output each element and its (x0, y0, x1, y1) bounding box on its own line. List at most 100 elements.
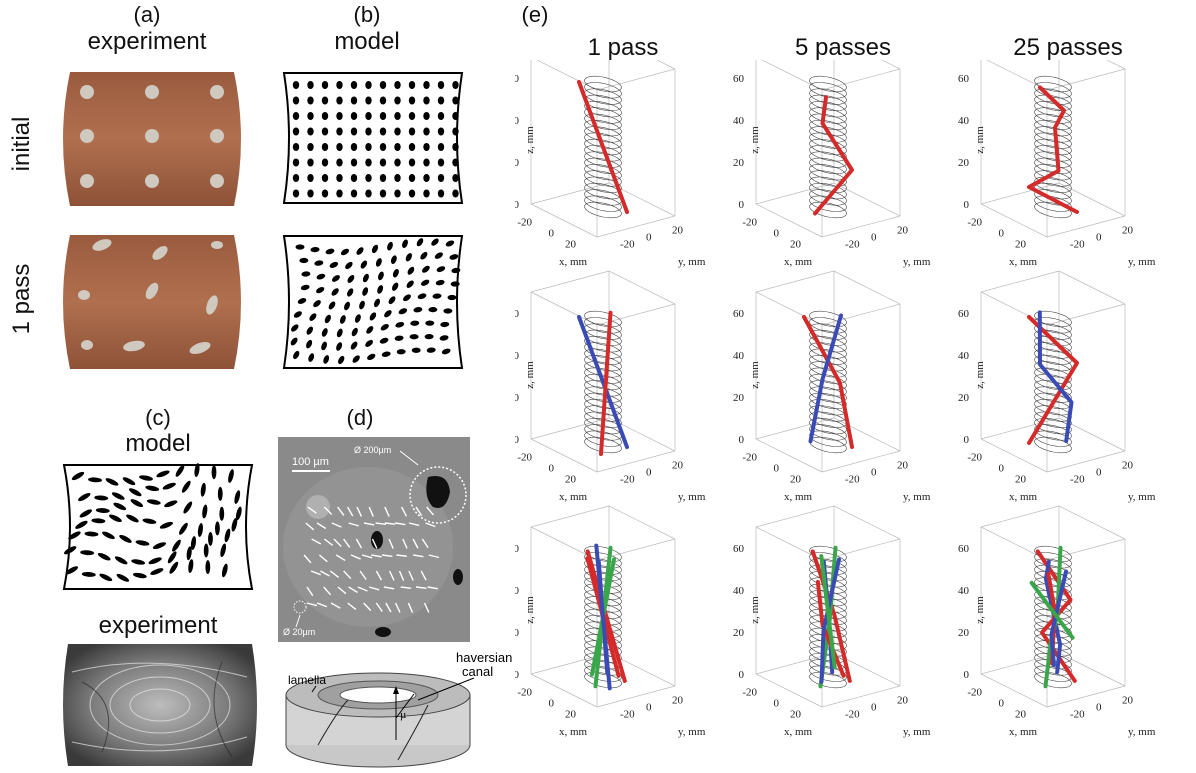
z-tick-label: 20 (733, 157, 745, 169)
fiber-arrow (402, 538, 408, 549)
grid-dot (321, 328, 328, 337)
streak-mark (162, 482, 176, 490)
streak-mark (224, 528, 231, 543)
grid-dot (336, 342, 343, 351)
grid-dot (365, 96, 372, 105)
streak-mark (203, 543, 209, 558)
x-tick-label: 0 (999, 698, 1005, 710)
grid-dot (377, 285, 384, 294)
trajectory-red (810, 549, 852, 683)
grid-dot (408, 158, 416, 167)
y-tick-label: 0 (1096, 232, 1102, 244)
grid-dot (307, 96, 314, 105)
y-tick-label: 0 (1096, 467, 1102, 479)
trajectory-blue (808, 313, 843, 444)
y-tick-label: 20 (897, 695, 909, 707)
z-tick-label: 60 (515, 308, 520, 320)
y-tick-label: 0 (646, 232, 652, 244)
x-axis-label: x, mm (1009, 726, 1038, 738)
grid-dot (392, 282, 399, 291)
y-tick-label: 20 (897, 460, 909, 472)
fiber-arrow (415, 506, 423, 517)
grid-dot (307, 174, 314, 182)
z-axis-label: z, mm (524, 126, 536, 154)
x-tick-label: 0 (774, 228, 780, 240)
mu-label: µ (400, 709, 406, 721)
grid-dot (406, 280, 414, 288)
z-axis-label: z, mm (749, 596, 761, 624)
streak-mark (97, 552, 111, 561)
grid-dot (436, 266, 446, 273)
z-tick-label: 20 (733, 392, 745, 404)
x-tick-label: 0 (549, 228, 555, 240)
grid-dot (306, 339, 313, 349)
x-tick-label: 20 (790, 709, 802, 721)
streak-mark (131, 559, 146, 565)
streak-mark (188, 559, 194, 573)
streak-mark (94, 495, 109, 501)
grid-dot (323, 355, 330, 364)
fiber-arrow (423, 602, 430, 613)
streak-mark (172, 539, 181, 552)
z-tick-label: 40 (515, 115, 520, 127)
streak-mark (190, 536, 197, 550)
grid-dot (408, 81, 416, 89)
grid-dot (452, 158, 459, 167)
x-tick-label: -20 (742, 687, 757, 699)
fiber-arrow (426, 506, 434, 516)
panel-a-title: experiment (87, 28, 207, 55)
trajectory-plot-grid: 0 20 40 60 z, mm -20 0 20 x, mm -20 0 20 y, mm 0 20 40 6… (515, 60, 1156, 738)
trajectory-plot-r2-c1: 0 20 40 60 z, mm -20 0 20 x, mm -20 0 20 y, mm (515, 270, 706, 503)
z-tick-label: 40 (733, 350, 745, 362)
grid-dot (405, 253, 412, 262)
x-tick-label: 0 (999, 463, 1005, 475)
grid-dot (292, 81, 300, 89)
grid-dot (321, 158, 329, 167)
grid-dot (378, 271, 384, 281)
grid-dot (293, 311, 302, 318)
streak-mark (126, 514, 139, 523)
grid-dot (365, 158, 372, 167)
grid-dot (452, 81, 459, 89)
trajectory-plot-r1-c3: 0 20 40 60 z, mm -20 0 20 x, mm -20 0 20 y, mm (958, 60, 1156, 268)
trajectory-plot-r1-c1: 0 20 40 60 z, mm -20 0 20 x, mm -20 0 20 y, mm (515, 60, 706, 268)
grid-dot (336, 328, 343, 338)
grid-dot (423, 96, 430, 105)
z-tick-label: 60 (958, 543, 970, 555)
grid-dot (350, 96, 358, 105)
grid-dot (428, 307, 438, 313)
grid-dot (421, 279, 430, 286)
grid-dot (443, 308, 453, 314)
y-tick-label: 20 (1122, 225, 1134, 237)
grid-dot (396, 349, 406, 355)
streak-mark (75, 520, 88, 529)
grid-dot (340, 248, 350, 256)
z-tick-label: 40 (733, 585, 745, 597)
fiber-arrow (388, 538, 394, 549)
panel-c-title: model (125, 430, 191, 457)
fiber-arrow (306, 602, 318, 607)
column-title-3: 25 passes (1013, 34, 1123, 61)
grid-dot (449, 254, 459, 260)
grid-dot (307, 158, 314, 167)
streak-mark (68, 531, 81, 540)
x-tick-label: 0 (774, 463, 780, 475)
y-tick-label: -20 (845, 474, 860, 486)
grid-dot (371, 244, 379, 254)
grid-dot (365, 81, 372, 89)
fiber-arrow (368, 506, 374, 517)
grid-dot (292, 174, 300, 182)
grid-dot (336, 174, 343, 182)
grid-dot (354, 314, 361, 323)
streak-mark (164, 500, 178, 508)
sem-bone-image: 100 µm Ø 200µm Ø 20µm (278, 437, 470, 642)
streak-mark (116, 573, 130, 582)
grid-dot (394, 158, 401, 167)
grid-dot (339, 315, 346, 324)
grid-dot (452, 96, 459, 105)
trajectory-blue (1049, 569, 1068, 667)
streak-mark (95, 508, 110, 514)
grid-dot (292, 112, 300, 120)
grid-dot (434, 252, 443, 259)
grid-dot (440, 321, 450, 328)
